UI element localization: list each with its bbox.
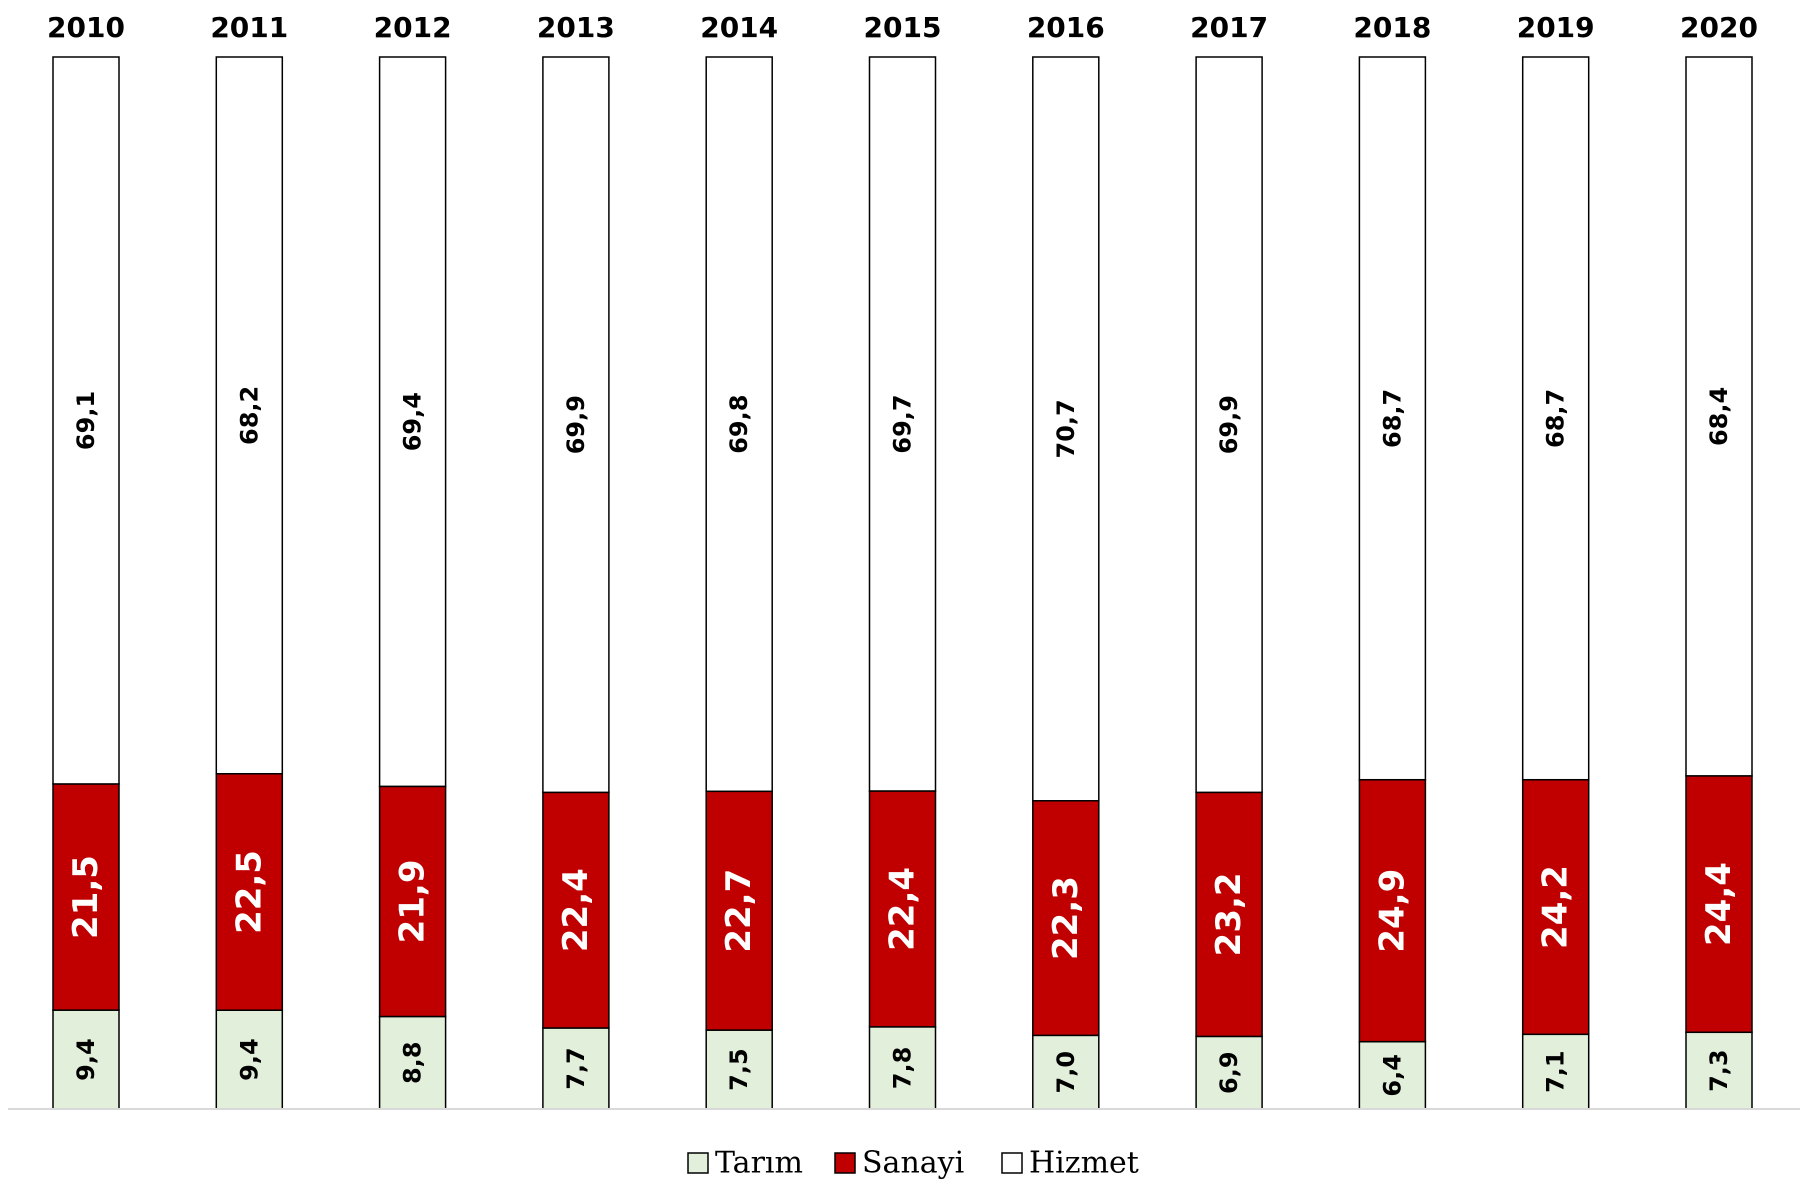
bars-layer — [52, 56, 1753, 1110]
data-label-sanayi-2019: 24,2 — [1536, 865, 1576, 949]
data-label-sanayi-2013: 22,4 — [556, 868, 596, 952]
year-label-2020: 2020 — [1680, 11, 1758, 44]
data-label-hizmet-2013: 69,9 — [562, 395, 590, 454]
legend-swatch-tarım — [687, 1152, 709, 1174]
labels-layer: 2010 9,4 21,5 69,1 2011 9,4 22,5 68,2 2012 8,8 21,… — [47, 11, 1758, 1097]
legend-swatch-hizmet — [1001, 1152, 1023, 1174]
data-label-tarım-2015: 7,8 — [889, 1047, 917, 1090]
legend-item-tarım: Tarım — [687, 1146, 803, 1179]
bar-segment-hizmet-2020 — [1685, 56, 1753, 777]
bar-segment-hizmet-2019 — [1521, 56, 1590, 781]
bar-segment-tarım-2016 — [1032, 1034, 1100, 1110]
year-label-2018: 2018 — [1353, 11, 1431, 44]
data-label-tarım-2019: 7,1 — [1542, 1050, 1570, 1093]
data-label-tarım-2014: 7,5 — [725, 1048, 753, 1091]
bar-segment-tarım-2011 — [215, 1009, 284, 1110]
data-label-hizmet-2011: 68,2 — [235, 386, 263, 445]
bar-segment-hizmet-2011 — [215, 56, 284, 775]
bar-segment-sanayi-2010 — [52, 783, 120, 1011]
bar-segment-hizmet-2010 — [52, 56, 120, 785]
data-label-hizmet-2012: 69,4 — [399, 392, 427, 451]
year-label-2016: 2016 — [1027, 11, 1105, 44]
data-label-tarım-2016: 7,0 — [1052, 1051, 1080, 1094]
bar-segment-sanayi-2020 — [1685, 775, 1753, 1034]
data-label-tarım-2017: 6,9 — [1215, 1051, 1243, 1094]
data-label-sanayi-2016: 22,3 — [1046, 876, 1086, 960]
legend-label-tarım: Tarım — [715, 1146, 803, 1179]
data-label-sanayi-2020: 24,4 — [1699, 862, 1739, 946]
data-label-hizmet-2017: 69,9 — [1215, 395, 1243, 454]
bar-segment-tarım-2010 — [52, 1009, 120, 1110]
data-label-sanayi-2012: 21,9 — [393, 859, 433, 943]
bar-segment-hizmet-2015 — [868, 56, 937, 792]
data-label-hizmet-2015: 69,7 — [889, 394, 917, 453]
data-label-sanayi-2015: 22,4 — [883, 867, 923, 951]
bar-segment-hizmet-2016 — [1032, 56, 1100, 802]
data-label-tarım-2013: 7,7 — [562, 1047, 590, 1090]
legend-item-hizmet: Hizmet — [1001, 1146, 1139, 1179]
data-label-sanayi-2010: 21,5 — [66, 855, 106, 939]
data-label-sanayi-2011: 22,5 — [229, 850, 269, 934]
legend-item-sanayi: Sanayi — [834, 1146, 964, 1179]
bar-segment-sanayi-2015 — [868, 790, 937, 1028]
data-label-hizmet-2019: 68,7 — [1542, 389, 1570, 448]
data-label-hizmet-2020: 68,4 — [1705, 387, 1733, 446]
bar-segment-sanayi-2011 — [215, 772, 284, 1011]
data-label-sanayi-2018: 24,9 — [1372, 869, 1412, 953]
data-label-tarım-2010: 9,4 — [72, 1038, 100, 1081]
legend-label-sanayi: Sanayi — [862, 1146, 964, 1179]
data-label-tarım-2020: 7,3 — [1705, 1049, 1733, 1092]
bar-segment-sanayi-2012 — [378, 785, 447, 1018]
data-label-sanayi-2017: 23,2 — [1209, 872, 1249, 956]
bar-segment-hizmet-2014 — [705, 56, 773, 793]
year-label-2014: 2014 — [700, 11, 778, 44]
bar-segment-tarım-2019 — [1521, 1033, 1590, 1110]
data-label-hizmet-2014: 69,8 — [725, 395, 753, 454]
data-label-tarım-2012: 8,8 — [399, 1042, 427, 1085]
legend-swatch-sanayi — [834, 1152, 856, 1174]
bar-segment-sanayi-2018 — [1358, 778, 1427, 1043]
bar-segment-tarım-2013 — [542, 1027, 610, 1110]
year-label-2012: 2012 — [374, 11, 452, 44]
bar-segment-sanayi-2017 — [1195, 791, 1263, 1038]
bar-segment-hizmet-2017 — [1195, 56, 1263, 794]
year-label-2019: 2019 — [1517, 11, 1595, 44]
bar-segment-sanayi-2019 — [1521, 778, 1590, 1036]
year-label-2013: 2013 — [537, 11, 615, 44]
bar-segment-sanayi-2013 — [542, 791, 610, 1029]
legend: Tarım Sanayi Hizmet — [687, 1146, 1139, 1179]
data-label-sanayi-2014: 22,7 — [719, 869, 759, 953]
year-label-2011: 2011 — [210, 11, 288, 44]
data-label-hizmet-2016: 70,7 — [1052, 399, 1080, 458]
data-label-hizmet-2010: 69,1 — [72, 391, 100, 450]
data-label-tarım-2011: 9,4 — [235, 1038, 263, 1081]
year-label-2015: 2015 — [864, 11, 942, 44]
data-label-hizmet-2018: 68,7 — [1378, 389, 1406, 448]
legend-label-hizmet: Hizmet — [1029, 1146, 1139, 1179]
bar-segment-hizmet-2018 — [1358, 56, 1427, 781]
bar-segment-hizmet-2013 — [542, 56, 610, 794]
bar-segment-hizmet-2012 — [378, 56, 447, 788]
data-label-tarım-2018: 6,4 — [1378, 1054, 1406, 1097]
year-label-2017: 2017 — [1190, 11, 1268, 44]
bar-segment-sanayi-2016 — [1032, 800, 1100, 1037]
year-label-2010: 2010 — [47, 11, 125, 44]
bar-segment-tarım-2015 — [868, 1026, 937, 1110]
